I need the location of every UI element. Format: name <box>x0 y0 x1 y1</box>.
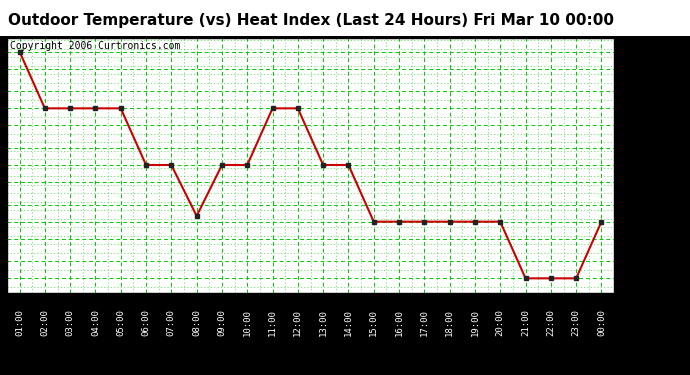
Text: 17:00: 17:00 <box>420 309 429 336</box>
Text: 23:00: 23:00 <box>571 309 581 336</box>
Text: 18:00: 18:00 <box>445 309 454 336</box>
Text: 07:00: 07:00 <box>167 309 176 336</box>
Text: 04:00: 04:00 <box>91 309 100 336</box>
Text: 19:00: 19:00 <box>471 309 480 336</box>
Text: 08:00: 08:00 <box>192 309 201 336</box>
Text: 20:00: 20:00 <box>495 309 505 336</box>
Text: 21:00: 21:00 <box>521 309 530 336</box>
Text: 10:00: 10:00 <box>243 309 252 336</box>
Text: 02:00: 02:00 <box>40 309 50 336</box>
Text: 05:00: 05:00 <box>116 309 126 336</box>
Text: 11:00: 11:00 <box>268 309 277 336</box>
Text: 15:00: 15:00 <box>369 309 378 336</box>
Text: 12:00: 12:00 <box>293 309 302 336</box>
Text: 00:00: 00:00 <box>597 309 606 336</box>
Text: 13:00: 13:00 <box>319 309 328 336</box>
Text: 03:00: 03:00 <box>66 309 75 336</box>
Text: Copyright 2006 Curtronics.com: Copyright 2006 Curtronics.com <box>10 41 180 51</box>
Text: 09:00: 09:00 <box>217 309 226 336</box>
Text: 01:00: 01:00 <box>15 309 24 336</box>
Text: 22:00: 22:00 <box>546 309 555 336</box>
Text: Outdoor Temperature (vs) Heat Index (Last 24 Hours) Fri Mar 10 00:00: Outdoor Temperature (vs) Heat Index (Las… <box>8 13 613 28</box>
Text: 06:00: 06:00 <box>141 309 150 336</box>
Text: 16:00: 16:00 <box>395 309 404 336</box>
Text: 14:00: 14:00 <box>344 309 353 336</box>
